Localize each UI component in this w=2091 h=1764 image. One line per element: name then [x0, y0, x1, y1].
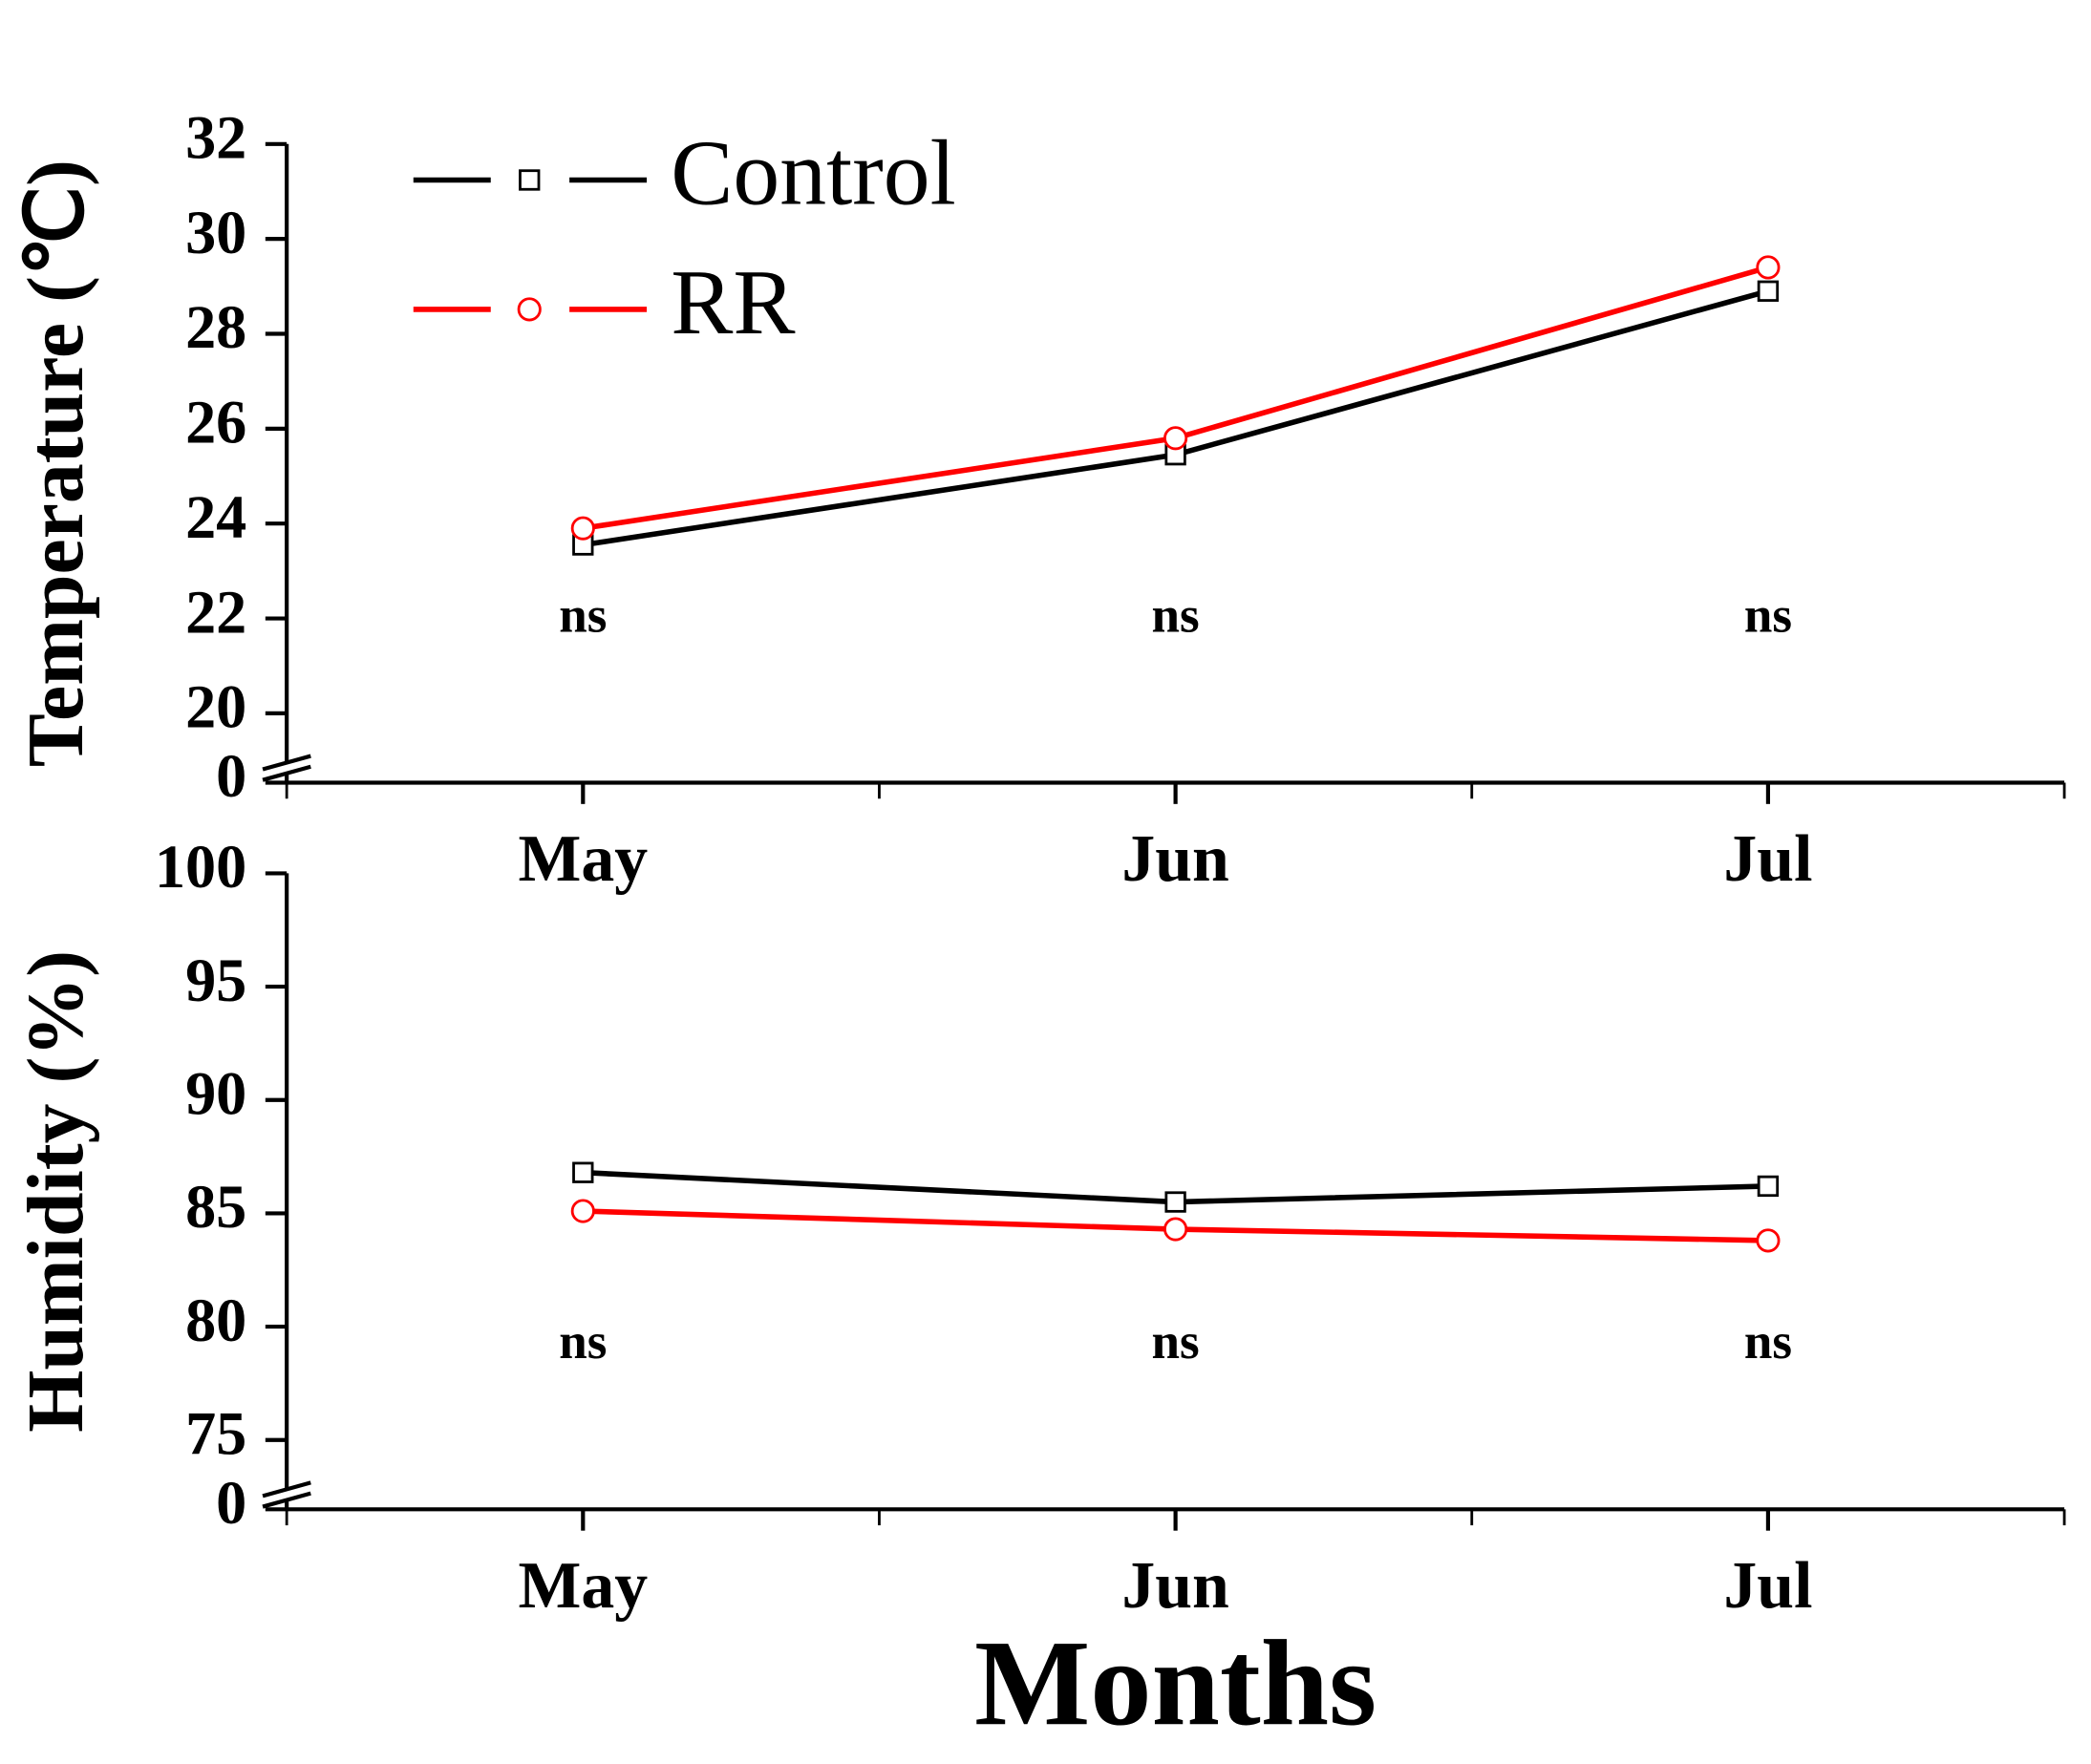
marker	[517, 297, 542, 322]
marker	[1163, 1217, 1188, 1242]
y-tick-label: 90	[185, 1059, 246, 1127]
y-tick-label: 32	[185, 104, 246, 172]
y-axis-label: Temperature (℃)	[11, 159, 100, 767]
marker	[572, 1161, 594, 1183]
marker	[519, 169, 541, 191]
y-tick-label: 22	[185, 578, 246, 646]
annotation: ns	[1744, 587, 1792, 643]
marker	[1756, 255, 1781, 280]
marker	[570, 1199, 595, 1223]
axis-break	[262, 1480, 311, 1498]
y-tick-label: 75	[185, 1399, 246, 1467]
y-tick-label: 100	[155, 833, 246, 901]
axis-break	[262, 754, 311, 772]
y-tick-label: 95	[185, 946, 246, 1014]
y-tick-label: 28	[185, 293, 246, 361]
y-axis-label: Humidity (%)	[11, 950, 100, 1433]
y-tick-label: 26	[185, 389, 246, 457]
marker	[1757, 1175, 1780, 1198]
annotation: ns	[559, 1314, 607, 1370]
x-tick-label: Jul	[1723, 1549, 1812, 1623]
y-tick-label: 80	[185, 1286, 246, 1354]
y-tick-label: 20	[185, 673, 246, 741]
x-tick-label: Jun	[1121, 822, 1229, 896]
axis-break	[262, 764, 311, 782]
y-tick-label: 30	[185, 199, 246, 266]
marker	[1756, 1228, 1781, 1253]
y-tick-label: 0	[216, 742, 246, 810]
x-tick-label: May	[518, 822, 648, 896]
marker	[1757, 280, 1780, 302]
y-tick-label: 85	[185, 1173, 246, 1241]
marker	[1164, 1191, 1186, 1213]
y-tick-label: 0	[216, 1469, 246, 1537]
axis-break	[262, 1491, 311, 1509]
marker	[570, 516, 595, 541]
annotation: ns	[1744, 1314, 1792, 1370]
x-tick-label: May	[518, 1549, 648, 1623]
x-axis-label: Months	[974, 1615, 1376, 1751]
legend-label: Control	[671, 122, 956, 225]
x-tick-label: Jul	[1723, 822, 1812, 896]
marker	[1163, 426, 1188, 451]
x-tick-label: Jun	[1121, 1549, 1229, 1623]
annotation: ns	[559, 587, 607, 643]
legend-label: RR	[671, 251, 796, 354]
annotation: ns	[1152, 587, 1200, 643]
y-tick-label: 24	[185, 483, 246, 551]
annotation: ns	[1152, 1314, 1200, 1370]
